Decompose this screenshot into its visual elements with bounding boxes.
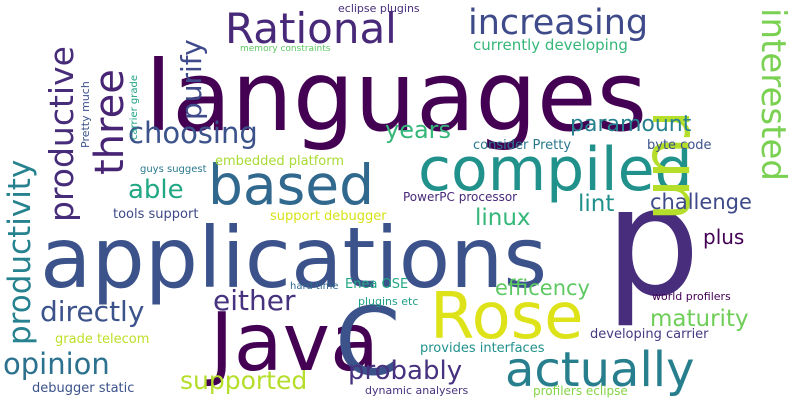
word: productive (42, 46, 81, 222)
word: lint (578, 191, 615, 217)
word: grade telecom (55, 332, 150, 347)
word: profilers eclipse (533, 384, 628, 398)
word: C (335, 288, 401, 397)
word: compiled (418, 135, 693, 205)
word: languages (145, 40, 648, 153)
word: guys suggest (140, 164, 207, 175)
word: paramount (570, 112, 692, 137)
word: linux (475, 205, 531, 231)
word: based (208, 153, 375, 217)
word: byte code (647, 138, 712, 153)
word: tools support (113, 207, 199, 222)
word: Pretty much (79, 81, 92, 148)
word: supported (180, 366, 308, 395)
word: debugger static (32, 381, 135, 396)
word: carrier grade (129, 75, 140, 140)
word: support debugger (270, 209, 387, 224)
word: developing carrier (590, 327, 709, 342)
word: memory constraints (240, 44, 331, 54)
word: eclipse plugins (338, 2, 420, 15)
word: currently developing (473, 36, 628, 54)
word: interested (753, 8, 793, 181)
word: hard time (290, 281, 339, 292)
word: increasing (468, 3, 649, 43)
word: opinion (3, 347, 110, 381)
word: plugins etc (358, 295, 419, 308)
word: PowerPC processor (403, 190, 518, 204)
word: Rose (430, 280, 584, 354)
word: able (128, 175, 184, 205)
word: purify (175, 39, 208, 120)
word: Java (210, 296, 379, 389)
word: three (87, 69, 133, 175)
word: Rational (225, 4, 397, 53)
word: embedded platform (215, 154, 345, 169)
word: directly (40, 295, 145, 328)
word: productivity (2, 159, 38, 345)
word: efficency (495, 276, 590, 300)
word: provides interfaces (420, 341, 545, 356)
word: world profilers (652, 290, 731, 303)
word: challenge (650, 190, 752, 214)
word: actually (505, 342, 695, 398)
word: p (605, 156, 701, 330)
word: either (213, 284, 296, 317)
word: Enea OSE (345, 277, 409, 292)
word: probably (348, 356, 463, 386)
word: dynamic analysers (365, 384, 469, 397)
word: applications (40, 209, 548, 307)
word: years (385, 116, 452, 144)
word: maturity (650, 306, 749, 332)
word: choosing (128, 116, 258, 150)
word: plus (703, 225, 745, 249)
word: consider Pretty (473, 138, 572, 153)
